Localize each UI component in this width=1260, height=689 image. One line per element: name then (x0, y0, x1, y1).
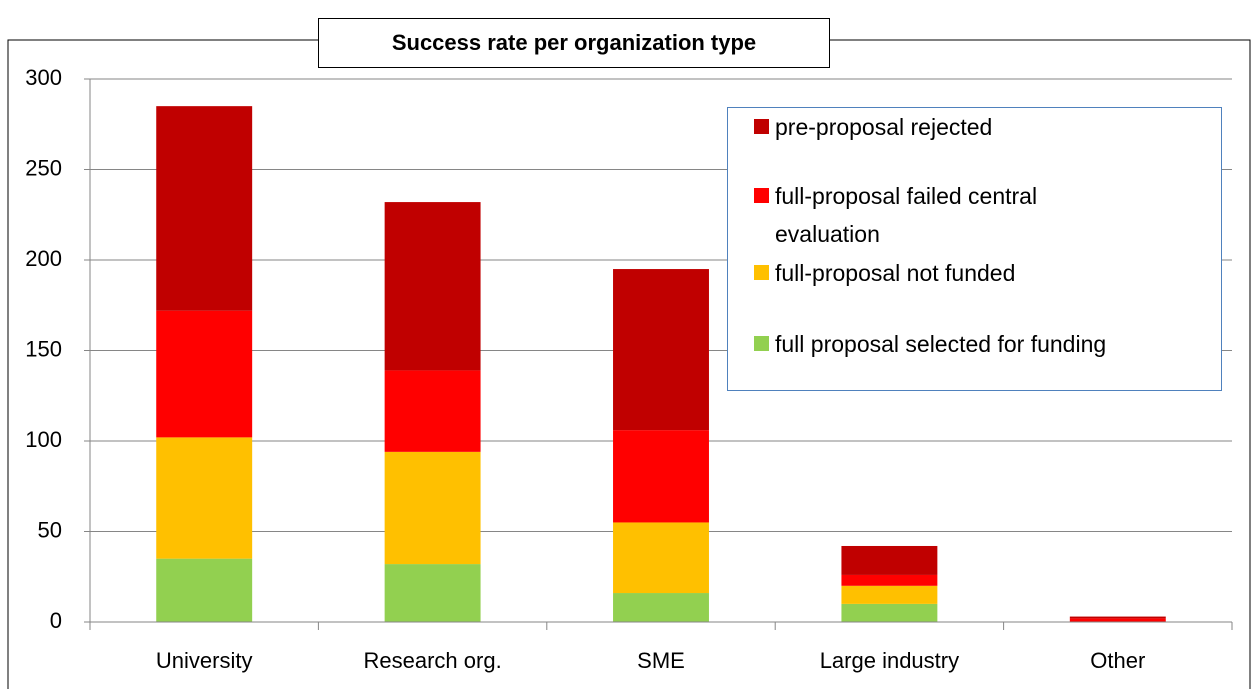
bar-segment (613, 593, 709, 622)
legend-label: full-proposal not funded (775, 260, 1016, 286)
legend-label: full proposal selected for funding (775, 331, 1107, 357)
y-tick-label: 300 (25, 65, 62, 90)
bar-segment (156, 106, 253, 311)
bar-segment (156, 437, 253, 559)
bar-segment (1069, 616, 1166, 619)
bar-segment (384, 202, 481, 371)
bar-segment (384, 451, 481, 565)
y-tick-label: 250 (25, 155, 62, 180)
y-tick-label: 200 (25, 246, 62, 271)
legend-swatch (754, 265, 769, 280)
legend-swatch (754, 119, 769, 134)
x-tick-label: Other (1090, 648, 1145, 673)
bar-segment (156, 558, 253, 622)
bar-segment (613, 269, 709, 431)
bar-segment (841, 603, 938, 622)
legend-item: full proposal selected for funding (754, 325, 1214, 363)
chart-title: Success rate per organization type (318, 18, 830, 68)
legend-swatch (754, 336, 769, 351)
bar-segment (156, 310, 253, 438)
legend-label: pre-proposal rejected (775, 114, 993, 140)
bar-segment (1069, 618, 1166, 622)
legend-item: pre-proposal rejected (754, 108, 1214, 146)
bar-segment (613, 430, 709, 523)
bar-segment (841, 574, 938, 586)
legend-item: full-proposal not funded (754, 254, 1214, 292)
legend: pre-proposal rejected full-proposal faile… (727, 107, 1222, 391)
legend-swatch (754, 188, 769, 203)
bar-segment (384, 564, 481, 622)
bar-segment (841, 545, 938, 575)
y-tick-label: 0 (50, 608, 62, 633)
y-tick-label: 50 (38, 517, 62, 542)
y-tick-label: 100 (25, 427, 62, 452)
legend-item: full-proposal failed central evaluation (754, 177, 1214, 253)
x-tick-label: University (156, 648, 253, 673)
legend-label: full-proposal failed central evaluation (775, 183, 1038, 247)
x-tick-label: Research org. (364, 648, 502, 673)
bar-segment (384, 370, 481, 452)
bar-segment (613, 522, 709, 594)
y-tick-label: 150 (25, 336, 62, 361)
x-tick-label: SME (637, 648, 685, 673)
x-tick-label: Large industry (820, 648, 959, 673)
bar-segment (841, 585, 938, 604)
